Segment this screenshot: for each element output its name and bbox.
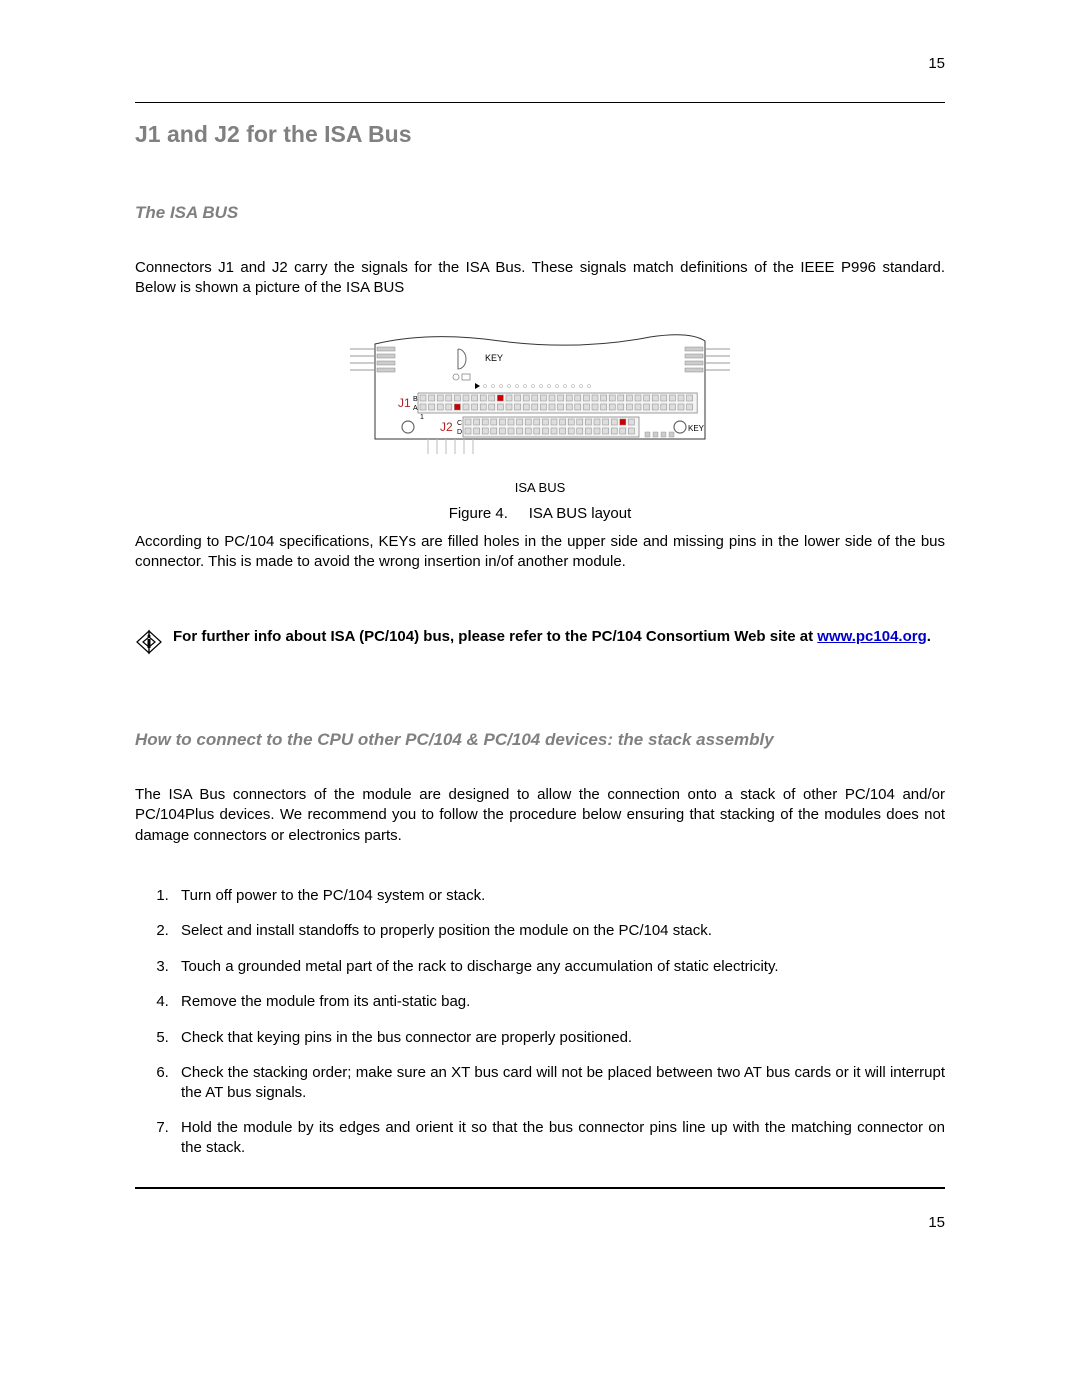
paragraph-intro: Connectors J1 and J2 carry the signals f… — [135, 258, 945, 299]
paragraph-keys: According to PC/104 specifications, KEYs… — [135, 532, 945, 573]
svg-text:KEY: KEY — [485, 353, 503, 363]
list-item: Hold the module by its edges and orient … — [173, 1118, 945, 1157]
svg-text:J2: J2 — [440, 420, 453, 434]
paragraph-stack-intro: The ISA Bus connectors of the module are… — [135, 785, 945, 846]
info-note: For further info about ISA (PC/104) bus,… — [135, 627, 945, 660]
figure-caption: Figure 4. ISA BUS layout — [135, 505, 945, 522]
svg-text:D: D — [457, 429, 462, 436]
info-note-text: For further info about ISA (PC/104) bus,… — [173, 627, 931, 647]
list-item: Touch a grounded metal part of the rack … — [173, 957, 945, 977]
svg-text:KEY: KEY — [688, 424, 705, 433]
document-page: 15 J1 and J2 for the ISA Bus The ISA BUS… — [0, 0, 1080, 1271]
info-text-after: . — [927, 628, 931, 645]
page-number-bottom: 15 — [135, 1214, 945, 1231]
heading-main: J1 and J2 for the ISA Bus — [135, 121, 945, 148]
heading-isa-bus: The ISA BUS — [135, 203, 945, 223]
svg-text:B: B — [413, 396, 418, 403]
info-text-before: For further info about ISA (PC/104) bus,… — [173, 628, 817, 645]
steps-list: Turn off power to the PC/104 system or s… — [135, 886, 945, 1158]
bottom-rule — [135, 1187, 945, 1189]
list-item: Check that keying pins in the bus connec… — [173, 1028, 945, 1048]
list-item: Select and install standoffs to properly… — [173, 921, 945, 941]
svg-text:A: A — [413, 405, 418, 412]
svg-text:J1: J1 — [398, 396, 411, 410]
list-item: Turn off power to the PC/104 system or s… — [173, 886, 945, 906]
info-icon — [135, 629, 163, 660]
top-rule — [135, 102, 945, 103]
list-item: Check the stacking order; make sure an X… — [173, 1063, 945, 1102]
svg-text:1: 1 — [420, 414, 424, 421]
heading-stack-assembly: How to connect to the CPU other PC/104 &… — [135, 730, 945, 750]
info-link[interactable]: www.pc104.org — [817, 628, 926, 645]
isa-bus-diagram: KEY J1 J2 BA CD 1 KEY — [350, 319, 730, 469]
list-item: Remove the module from its anti-static b… — [173, 992, 945, 1012]
figure-caption-prefix: Figure 4. — [449, 505, 508, 522]
isa-bus-label: ISA BUS — [135, 480, 945, 495]
svg-text:C: C — [457, 420, 462, 427]
figure-isa-bus: KEY J1 J2 BA CD 1 KEY ISA BUS Figure 4. ISA BU… — [135, 319, 945, 522]
figure-caption-text: ISA BUS layout — [529, 505, 632, 522]
page-number-top: 15 — [135, 55, 945, 72]
